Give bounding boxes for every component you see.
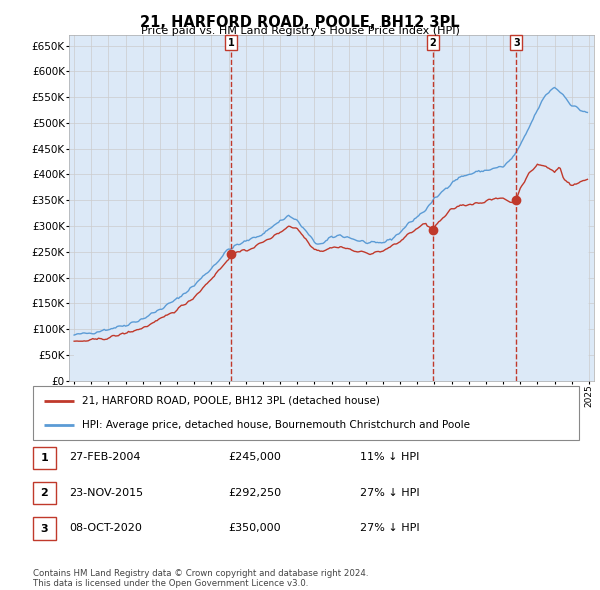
Text: £350,000: £350,000: [228, 523, 281, 533]
Text: 3: 3: [41, 524, 48, 533]
Text: HPI: Average price, detached house, Bournemouth Christchurch and Poole: HPI: Average price, detached house, Bour…: [82, 420, 470, 430]
Text: 21, HARFORD ROAD, POOLE, BH12 3PL (detached house): 21, HARFORD ROAD, POOLE, BH12 3PL (detac…: [82, 396, 380, 406]
Text: Price paid vs. HM Land Registry's House Price Index (HPI): Price paid vs. HM Land Registry's House …: [140, 26, 460, 36]
Text: 11% ↓ HPI: 11% ↓ HPI: [360, 453, 419, 462]
Text: 1: 1: [41, 453, 48, 463]
FancyBboxPatch shape: [33, 386, 579, 440]
Text: 23-NOV-2015: 23-NOV-2015: [69, 488, 143, 497]
Text: 1: 1: [228, 38, 235, 48]
Text: 08-OCT-2020: 08-OCT-2020: [69, 523, 142, 533]
Text: 27-FEB-2004: 27-FEB-2004: [69, 453, 140, 462]
Text: 2: 2: [41, 489, 48, 498]
Text: 21, HARFORD ROAD, POOLE, BH12 3PL: 21, HARFORD ROAD, POOLE, BH12 3PL: [140, 15, 460, 30]
Text: £245,000: £245,000: [228, 453, 281, 462]
Text: £292,250: £292,250: [228, 488, 281, 497]
Text: 2: 2: [430, 38, 436, 48]
Text: Contains HM Land Registry data © Crown copyright and database right 2024.
This d: Contains HM Land Registry data © Crown c…: [33, 569, 368, 588]
Text: 27% ↓ HPI: 27% ↓ HPI: [360, 488, 419, 497]
Text: 3: 3: [513, 38, 520, 48]
Text: 27% ↓ HPI: 27% ↓ HPI: [360, 523, 419, 533]
